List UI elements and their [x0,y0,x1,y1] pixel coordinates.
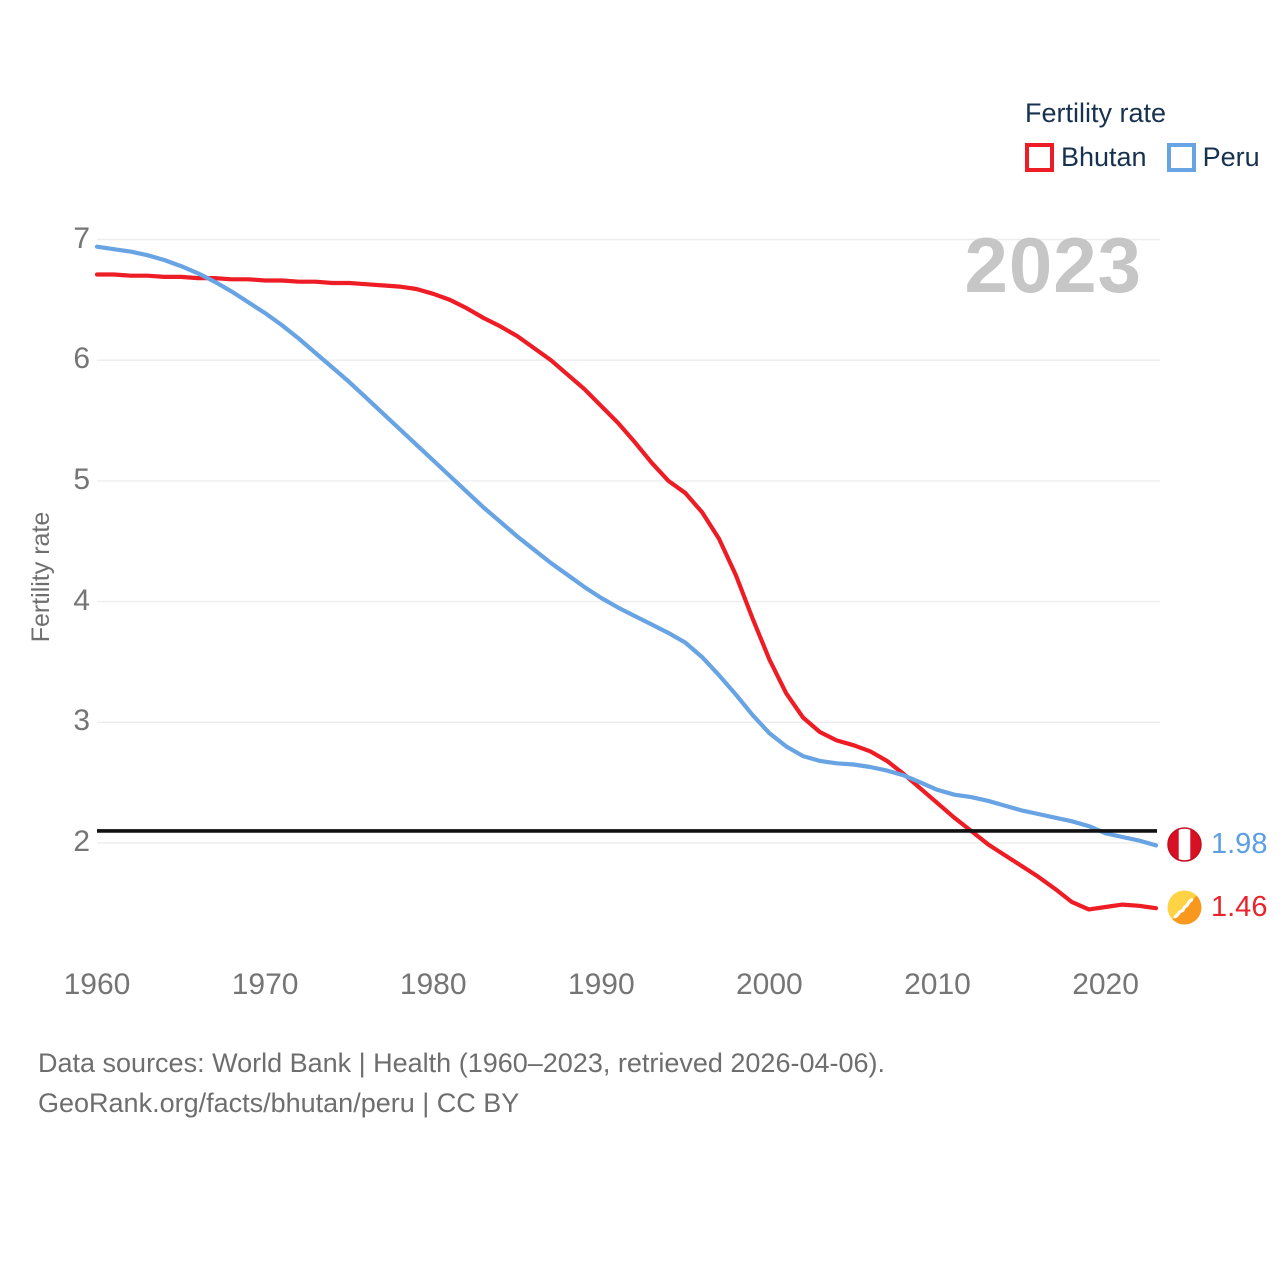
x-tick-1970: 1970 [231,968,299,1001]
bhutan-final-value: 1.46 [1211,891,1268,923]
x-tick-2010: 2010 [904,968,971,1001]
legend-label-peru: Peru [1202,142,1260,172]
legend-item-peru[interactable]: Peru [1166,142,1260,173]
y-tick-2: 2 [73,825,90,858]
y-tick-3: 3 [73,704,90,738]
legend-title: Fertility rate [1025,98,1167,128]
bhutan-line [94,272,1159,912]
legend-label-bhutan: Bhutan [1061,142,1147,172]
x-tick-1990: 1990 [567,968,635,1001]
legend: Fertility rate Bhutan Peru [1025,98,1260,173]
y-tick-4: 4 [73,583,90,617]
x-tick-1980: 1980 [399,968,467,1001]
year-watermark: 2023 [964,221,1142,309]
x-tick-2020: 2020 [1072,968,1139,1001]
footer: Data sources: World Bank | Health (1960–… [38,1043,885,1123]
peru-swatch-icon [1166,143,1196,172]
peru-flag-icon [1167,827,1202,862]
bhutan-flag-icon [1167,890,1202,925]
legend-item-bhutan[interactable]: Bhutan [1025,142,1147,173]
y-axis-title: Fertility rate [27,511,55,643]
footer-sources: Data sources: World Bank | Health (1960–… [38,1048,885,1078]
x-tick-1960: 1960 [63,968,131,1001]
y-tick-6: 6 [73,342,90,376]
peru-end-label: 1.98 [1167,827,1267,862]
x-tick-2000: 2000 [736,968,803,1001]
bhutan-swatch-icon [1025,143,1054,172]
peru-line [94,244,1159,848]
peru-final-value: 1.98 [1211,828,1268,860]
y-tick-7: 7 [73,221,90,255]
footer-url: GeoRank.org/facts/bhutan/peru | CC BY [38,1088,520,1118]
bhutan-end-label: 1.46 [1167,890,1267,925]
legend-items: Bhutan Peru [1025,142,1260,173]
y-tick-5: 5 [73,462,90,496]
